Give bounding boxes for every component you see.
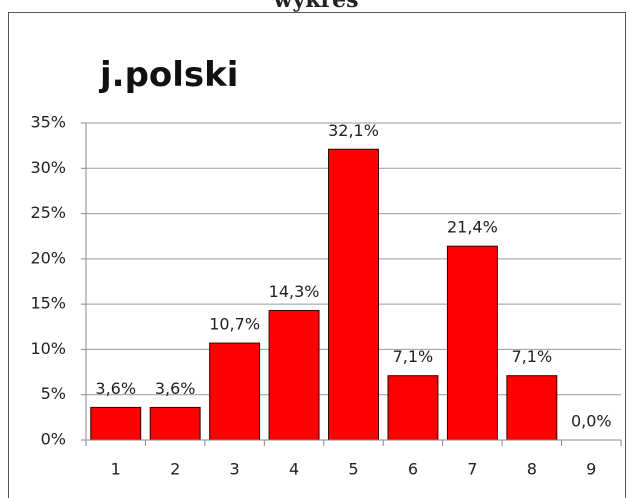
- y-tick-label: 5%: [41, 384, 66, 403]
- bar: [506, 375, 558, 441]
- bar: [387, 375, 439, 441]
- x-tick-label: 7: [467, 460, 477, 479]
- data-label: 0,0%: [571, 412, 612, 431]
- y-tick-label: 20%: [30, 248, 66, 267]
- data-label: 3,6%: [95, 379, 136, 398]
- data-label: 14,3%: [269, 282, 320, 301]
- x-tick-label: 1: [111, 460, 121, 479]
- x-tick-label: 9: [586, 460, 596, 479]
- y-tick-label: 0%: [41, 430, 66, 449]
- chart-title: j.polski: [98, 55, 238, 95]
- y-tick-label: 10%: [30, 339, 66, 358]
- y-tick-label: 25%: [30, 203, 66, 222]
- x-tick-label: 6: [408, 460, 418, 479]
- x-tick-label: 4: [289, 460, 299, 479]
- bar: [446, 245, 498, 441]
- bar: [328, 148, 379, 441]
- x-tick-label: 5: [348, 460, 358, 479]
- bar: [268, 309, 320, 441]
- y-tick-label: 15%: [30, 294, 66, 313]
- caption: wykres: [273, 0, 359, 13]
- data-label: 7,1%: [393, 347, 434, 366]
- data-label: 7,1%: [512, 347, 553, 366]
- bar: [209, 342, 261, 441]
- bar: [90, 406, 142, 441]
- data-label: 3,6%: [155, 379, 196, 398]
- bar: [149, 406, 201, 441]
- x-tick-label: 8: [527, 460, 537, 479]
- x-tick-label: 3: [230, 460, 240, 479]
- y-tick-label: 35%: [30, 113, 66, 132]
- x-tick-label: 2: [170, 460, 180, 479]
- y-tick-label: 30%: [30, 158, 66, 177]
- data-label: 21,4%: [447, 218, 498, 237]
- data-label: 10,7%: [209, 315, 260, 334]
- data-label: 32,1%: [328, 121, 379, 140]
